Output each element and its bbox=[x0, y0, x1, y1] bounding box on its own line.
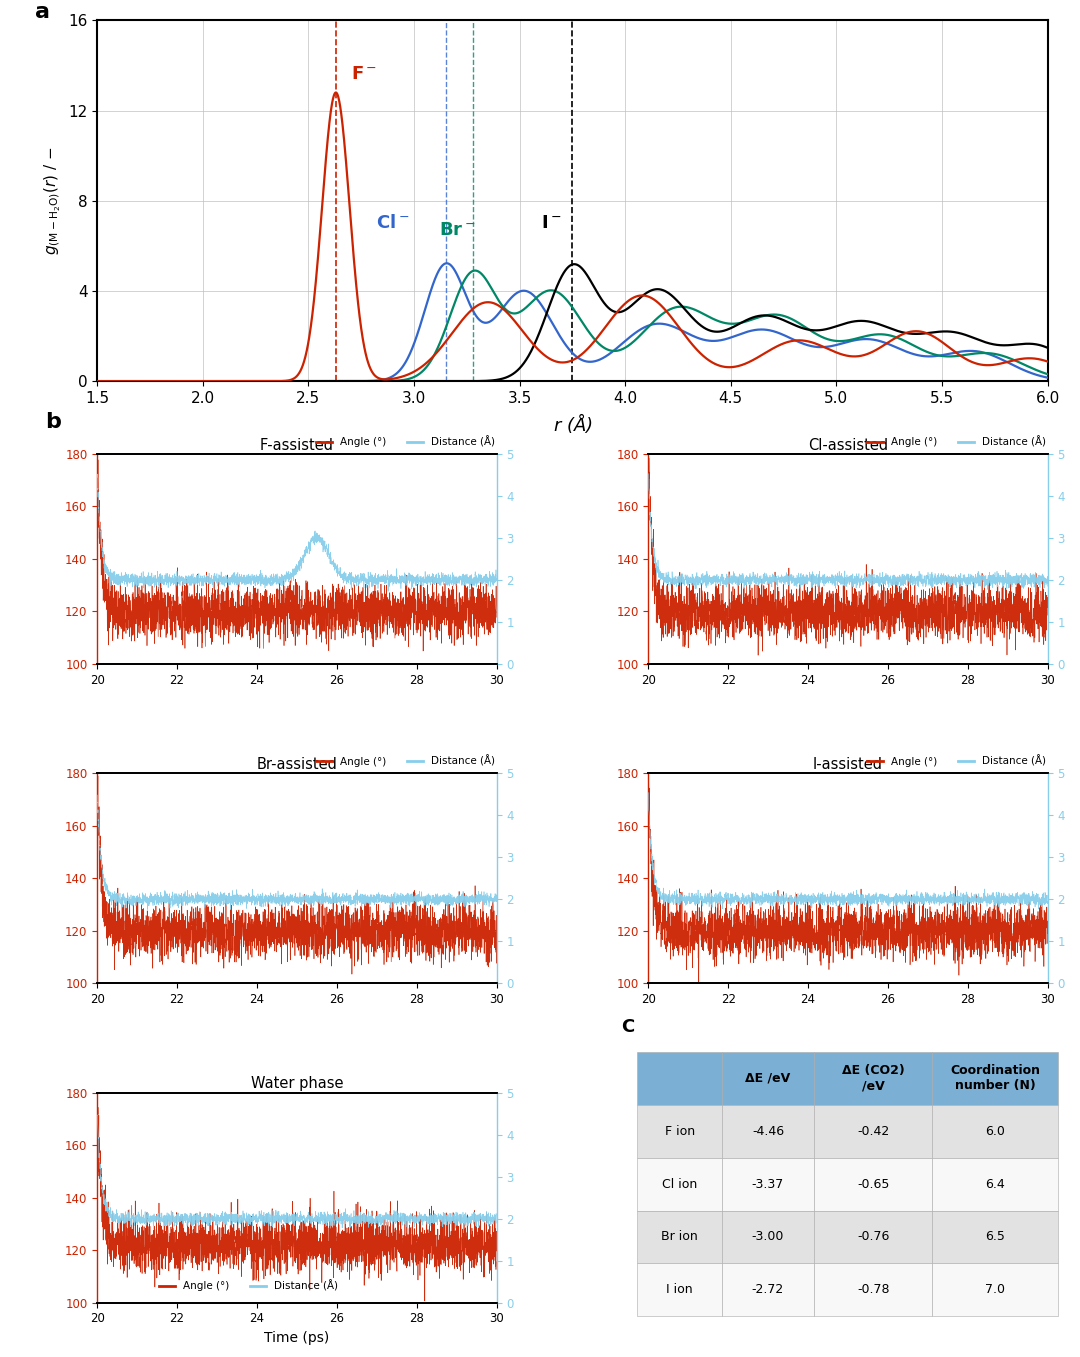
Title: Water phase: Water phase bbox=[251, 1076, 343, 1091]
Legend: Angle (°), Distance (Å): Angle (°), Distance (Å) bbox=[863, 750, 1051, 771]
FancyBboxPatch shape bbox=[721, 1052, 814, 1105]
FancyBboxPatch shape bbox=[932, 1052, 1058, 1105]
X-axis label: $r$ (Å): $r$ (Å) bbox=[553, 411, 592, 436]
Text: -0.78: -0.78 bbox=[856, 1284, 890, 1296]
FancyBboxPatch shape bbox=[932, 1263, 1058, 1316]
Text: -3.37: -3.37 bbox=[752, 1178, 784, 1190]
FancyBboxPatch shape bbox=[637, 1158, 721, 1210]
Text: -3.00: -3.00 bbox=[752, 1231, 784, 1243]
FancyBboxPatch shape bbox=[814, 1105, 932, 1158]
Text: Cl$^-$: Cl$^-$ bbox=[376, 214, 409, 232]
FancyBboxPatch shape bbox=[721, 1105, 814, 1158]
Text: -0.42: -0.42 bbox=[858, 1125, 889, 1137]
FancyBboxPatch shape bbox=[721, 1210, 814, 1263]
Text: Coordination
number (N): Coordination number (N) bbox=[950, 1064, 1040, 1092]
Text: Cl ion: Cl ion bbox=[662, 1178, 698, 1190]
Text: F$^-$: F$^-$ bbox=[351, 65, 377, 83]
FancyBboxPatch shape bbox=[637, 1105, 721, 1158]
FancyBboxPatch shape bbox=[721, 1158, 814, 1210]
FancyBboxPatch shape bbox=[932, 1105, 1058, 1158]
Text: -2.72: -2.72 bbox=[752, 1284, 784, 1296]
FancyBboxPatch shape bbox=[932, 1158, 1058, 1210]
Text: Br$^-$: Br$^-$ bbox=[440, 221, 476, 239]
Text: ΔE (CO2)
/eV: ΔE (CO2) /eV bbox=[841, 1064, 905, 1092]
Title: Cl-assisted: Cl-assisted bbox=[808, 437, 888, 453]
X-axis label: Time (ps): Time (ps) bbox=[265, 1331, 329, 1345]
Text: I ion: I ion bbox=[666, 1284, 693, 1296]
Text: 6.4: 6.4 bbox=[985, 1178, 1005, 1190]
Text: Br ion: Br ion bbox=[661, 1231, 698, 1243]
FancyBboxPatch shape bbox=[814, 1158, 932, 1210]
Text: 7.0: 7.0 bbox=[985, 1284, 1005, 1296]
FancyBboxPatch shape bbox=[932, 1210, 1058, 1263]
Text: b: b bbox=[45, 411, 62, 432]
FancyBboxPatch shape bbox=[814, 1263, 932, 1316]
Legend: Angle (°), Distance (Å): Angle (°), Distance (Å) bbox=[863, 432, 1051, 452]
Text: C: C bbox=[621, 1018, 634, 1035]
Title: F-assisted: F-assisted bbox=[260, 437, 334, 453]
FancyBboxPatch shape bbox=[721, 1263, 814, 1316]
Title: I-assisted: I-assisted bbox=[813, 757, 883, 772]
Text: -0.76: -0.76 bbox=[858, 1231, 889, 1243]
Text: a: a bbox=[36, 3, 51, 22]
Legend: Angle (°), Distance (Å): Angle (°), Distance (Å) bbox=[312, 432, 499, 452]
FancyBboxPatch shape bbox=[637, 1263, 721, 1316]
Text: F ion: F ion bbox=[664, 1125, 694, 1137]
Y-axis label: $g_\mathrm{(M-H_2O)}(r)$ / −: $g_\mathrm{(M-H_2O)}(r)$ / − bbox=[42, 147, 63, 255]
Text: ΔE /eV: ΔE /eV bbox=[745, 1072, 791, 1084]
Text: I$^-$: I$^-$ bbox=[541, 214, 562, 232]
Legend: Angle (°), Distance (Å): Angle (°), Distance (Å) bbox=[312, 750, 499, 771]
FancyBboxPatch shape bbox=[814, 1052, 932, 1105]
Title: Br-assisted: Br-assisted bbox=[256, 757, 337, 772]
FancyBboxPatch shape bbox=[637, 1052, 721, 1105]
Text: 6.5: 6.5 bbox=[985, 1231, 1005, 1243]
Text: 6.0: 6.0 bbox=[985, 1125, 1005, 1137]
FancyBboxPatch shape bbox=[637, 1210, 721, 1263]
Legend: Angle (°), Distance (Å): Angle (°), Distance (Å) bbox=[156, 1276, 342, 1296]
Text: -0.65: -0.65 bbox=[858, 1178, 889, 1190]
Text: -4.46: -4.46 bbox=[752, 1125, 784, 1137]
FancyBboxPatch shape bbox=[814, 1210, 932, 1263]
